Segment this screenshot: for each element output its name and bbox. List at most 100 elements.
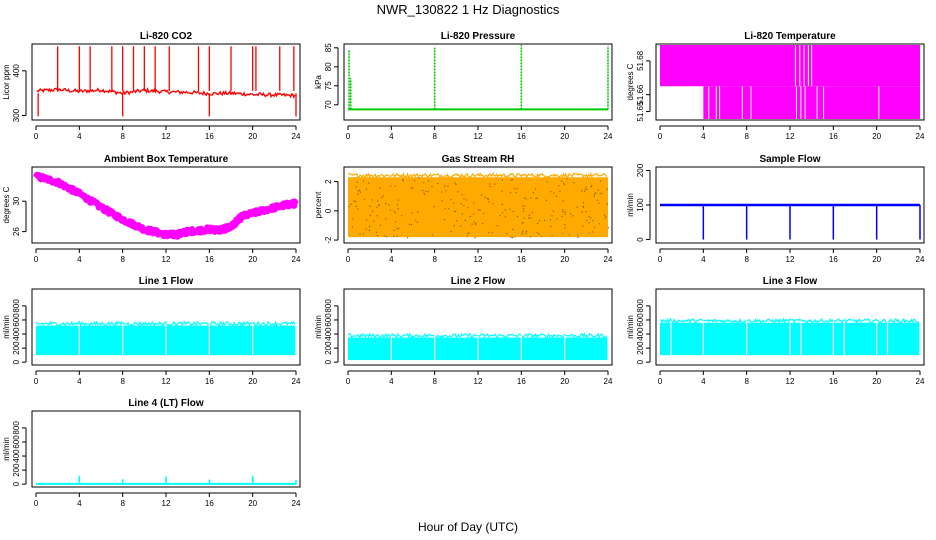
noise-point bbox=[487, 198, 490, 200]
x-tick-label: 0 bbox=[34, 255, 39, 264]
y-tick-label: 800 bbox=[324, 299, 333, 313]
y-axis-label: ml/min bbox=[626, 315, 635, 339]
panel-5: Gas Stream RH 0 4 8 12 16 20 24 -2 0 2 percent bbox=[314, 154, 613, 264]
noise-point bbox=[477, 209, 480, 211]
noise-point bbox=[450, 198, 452, 201]
noise-point bbox=[535, 197, 537, 200]
noise-point bbox=[521, 222, 523, 224]
noise-point bbox=[590, 217, 592, 219]
panel-title: Li-820 CO2 bbox=[140, 31, 193, 42]
y-tick-label: 800 bbox=[12, 299, 21, 313]
x-tick-label: 24 bbox=[292, 132, 301, 141]
noise-point bbox=[501, 190, 503, 192]
y-tick-label: 400 bbox=[636, 327, 645, 341]
x-tick-label: 24 bbox=[604, 255, 613, 264]
x-tick-label: 20 bbox=[248, 377, 257, 386]
noise-point bbox=[466, 235, 468, 237]
y-tick-label: 51.68 bbox=[636, 50, 645, 71]
noise-point bbox=[453, 210, 455, 213]
panel-frame bbox=[31, 410, 301, 488]
noise-point bbox=[491, 232, 494, 234]
panel-title: Sample Flow bbox=[759, 154, 820, 165]
noise-point bbox=[586, 188, 588, 191]
noise-point bbox=[604, 217, 606, 219]
noise-point bbox=[581, 211, 583, 213]
x-tick-label: 12 bbox=[786, 377, 795, 386]
noise-point bbox=[365, 188, 367, 190]
noise-point bbox=[355, 200, 357, 203]
noise-point bbox=[437, 182, 439, 184]
x-tick-label: 16 bbox=[829, 132, 838, 141]
noise-point bbox=[460, 203, 462, 205]
x-tick-label: 0 bbox=[658, 377, 663, 386]
panel-10: Line 4 (LT) Flow 0 4 8 12 16 20 24 0 200400600800… bbox=[2, 398, 301, 508]
x-tick-label: 8 bbox=[744, 132, 749, 141]
panel-frame bbox=[31, 288, 301, 366]
noise-point bbox=[599, 193, 601, 195]
x-tick-label: 0 bbox=[346, 377, 351, 386]
x-tick-label: 0 bbox=[658, 255, 663, 264]
x-axis: 0 4 8 12 16 20 24 bbox=[34, 370, 301, 386]
noise-point bbox=[545, 199, 548, 202]
panel-2: Li-820 Pressure 0 4 8 12 16 20 24 70 75 80 85 kPa bbox=[314, 31, 613, 141]
y-tick-label: 0 bbox=[324, 359, 333, 364]
noise-point bbox=[512, 228, 514, 230]
noise-point bbox=[402, 178, 404, 181]
noise-point bbox=[473, 213, 475, 215]
x-tick-label: 20 bbox=[872, 132, 881, 141]
noise-point bbox=[402, 180, 404, 182]
noise-point bbox=[371, 210, 374, 212]
noise-point bbox=[373, 220, 375, 222]
x-tick-label: 16 bbox=[829, 255, 838, 264]
y-tick-label: 800 bbox=[12, 421, 21, 435]
noise-point bbox=[607, 227, 610, 229]
y-tick-label: 51.66 bbox=[636, 84, 645, 105]
y-tick-label: 400 bbox=[12, 327, 21, 341]
x-tick-label: 12 bbox=[162, 377, 171, 386]
noise-point bbox=[357, 208, 359, 210]
x-tick-label: 0 bbox=[34, 499, 39, 508]
noise-point bbox=[418, 177, 420, 179]
temperature-lower-band bbox=[703, 86, 920, 119]
noise-point bbox=[385, 203, 387, 205]
x-tick-label: 4 bbox=[389, 132, 394, 141]
x-tick-label: 0 bbox=[658, 132, 663, 141]
noise-point bbox=[459, 225, 462, 227]
noise-point bbox=[466, 199, 468, 201]
noise-point bbox=[599, 180, 602, 182]
series-6 bbox=[660, 203, 921, 240]
noise-point bbox=[396, 235, 398, 237]
y-tick-label: 85 bbox=[324, 43, 333, 52]
noise-point bbox=[530, 197, 532, 199]
temperature-upper-band bbox=[660, 45, 920, 87]
noise-point bbox=[588, 222, 590, 224]
noise-point bbox=[527, 217, 530, 219]
noise-point bbox=[525, 232, 527, 234]
noise-point bbox=[456, 220, 458, 222]
noise-point bbox=[463, 204, 465, 207]
noise-point bbox=[411, 212, 413, 214]
y-axis: 70 75 80 85 bbox=[324, 43, 339, 109]
x-tick-label: 8 bbox=[432, 132, 437, 141]
noise-point bbox=[378, 204, 381, 206]
noise-point bbox=[455, 183, 457, 185]
noise-point bbox=[594, 192, 597, 194]
y-tick-label: 600 bbox=[12, 435, 21, 449]
noise-point bbox=[496, 225, 498, 227]
noise-point bbox=[601, 192, 603, 194]
noise-point bbox=[441, 191, 443, 193]
noise-point bbox=[521, 233, 523, 236]
y-axis: 26 30 bbox=[12, 196, 27, 236]
x-tick-label: 8 bbox=[432, 255, 437, 264]
noise-point bbox=[467, 207, 469, 209]
noise-point bbox=[536, 197, 538, 199]
noise-point bbox=[512, 210, 514, 213]
noise-point bbox=[389, 185, 392, 187]
y-axis-label: degrees C bbox=[626, 63, 635, 100]
noise-point bbox=[501, 203, 503, 206]
noise-point bbox=[393, 235, 395, 237]
noise-point bbox=[443, 218, 446, 221]
